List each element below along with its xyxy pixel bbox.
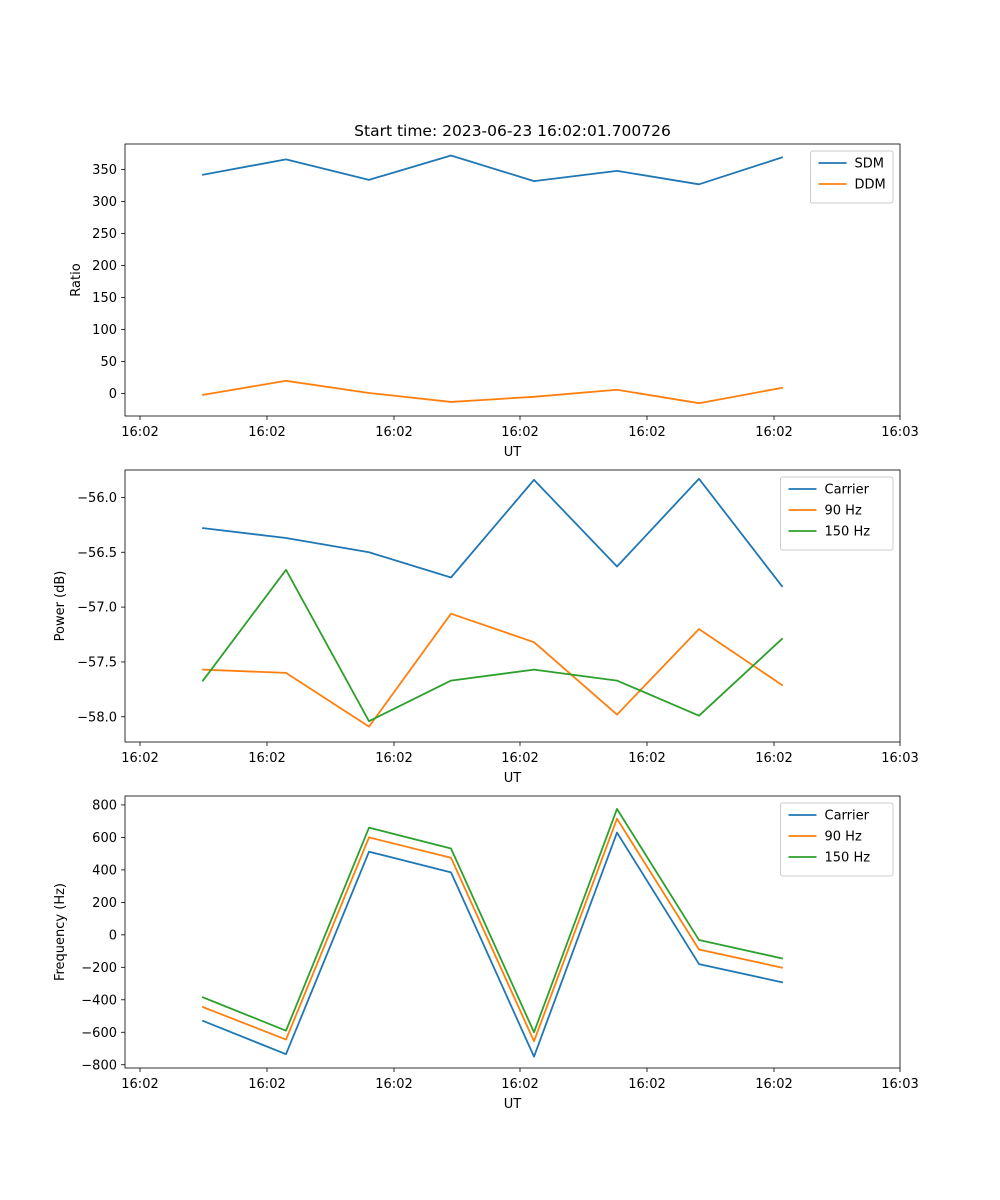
x-axis-label: UT xyxy=(504,445,522,460)
x-axis-label: UT xyxy=(504,771,522,786)
x-tick-label: 16:02 xyxy=(755,425,792,440)
x-axis-label: UT xyxy=(504,1097,522,1112)
x-tick-label: 16:02 xyxy=(121,425,158,440)
legend-label: 90 Hz xyxy=(825,830,862,845)
y-axis-label: Power (dB) xyxy=(53,571,68,642)
legend: SDM DDM xyxy=(810,150,894,204)
y-tick-label: −58.0 xyxy=(77,710,117,725)
subplot-1: 16:02 16:02 16:02 16:02 16:02 16:02 16:03 0 50 10… xyxy=(69,143,919,460)
legend: Carrier 90 Hz 150 Hz xyxy=(780,802,894,877)
x-tick-label: 16:02 xyxy=(375,1077,412,1092)
y-axis-label: Frequency (Hz) xyxy=(53,883,68,981)
legend-label: 90 Hz xyxy=(825,504,862,519)
subplot-3: 16:02 16:02 16:02 16:02 16:02 16:02 16:03 −800 −… xyxy=(53,795,919,1112)
x-tick-label: 16:02 xyxy=(375,425,412,440)
subplot-2: 16:02 16:02 16:02 16:02 16:02 16:02 16:03 −58.0… xyxy=(53,469,919,786)
y-tick-label: −57.5 xyxy=(77,655,117,670)
x-tick-label: 16:02 xyxy=(248,1077,285,1092)
y-tick-label: −800 xyxy=(81,1058,117,1073)
legend-label: Carrier xyxy=(825,809,870,824)
y-tick-label: −57.0 xyxy=(77,601,117,616)
series-line-150-hz xyxy=(201,568,784,723)
series-line-90-hz xyxy=(202,612,784,728)
x-tick-label: 16:02 xyxy=(755,751,792,766)
y-tick-label: 150 xyxy=(92,291,117,306)
series-line-150-hz xyxy=(201,808,784,1034)
figure-title: Start time: 2023-06-23 16:02:01.700726 xyxy=(354,122,671,140)
series-line-sdm xyxy=(201,154,784,186)
x-tick-label: 16:02 xyxy=(501,1077,538,1092)
x-tick-label: 16:02 xyxy=(755,1077,792,1092)
y-tick-label: 100 xyxy=(92,323,117,338)
y-tick-label: 0 xyxy=(109,928,117,943)
y-tick-label: −200 xyxy=(81,961,117,976)
y-axis-label: Ratio xyxy=(69,263,84,296)
x-tick-label: 16:02 xyxy=(628,751,665,766)
x-tick-label: 16:02 xyxy=(121,1077,158,1092)
y-tick-label: 250 xyxy=(92,227,117,242)
legend-label: 150 Hz xyxy=(825,851,871,866)
x-tick-label: 16:02 xyxy=(501,751,538,766)
y-tick-label: 600 xyxy=(92,831,117,846)
y-tick-label: 300 xyxy=(92,195,117,210)
x-tick-label: 16:02 xyxy=(248,751,285,766)
x-tick-label: 16:03 xyxy=(881,425,918,440)
series-line-carrier xyxy=(201,831,784,1058)
x-tick-label: 16:02 xyxy=(375,751,412,766)
y-tick-label: 350 xyxy=(92,163,117,178)
series-line-ddm xyxy=(201,379,784,405)
y-tick-label: −56.5 xyxy=(77,546,117,561)
series-line-90-hz xyxy=(201,817,784,1043)
legend: Carrier 90 Hz 150 Hz xyxy=(780,476,894,551)
y-tick-label: 0 xyxy=(109,387,117,402)
y-tick-label: 800 xyxy=(92,798,117,813)
y-tick-label: 200 xyxy=(92,259,117,274)
legend-label: DDM xyxy=(855,178,886,193)
series-line-carrier xyxy=(202,477,784,588)
y-tick-label: −600 xyxy=(81,1026,117,1041)
legend-label: SDM xyxy=(855,157,884,172)
axes-frame xyxy=(124,469,901,743)
axes-frame xyxy=(124,795,901,1069)
y-tick-label: 400 xyxy=(92,863,117,878)
legend-box xyxy=(810,150,894,204)
legend-label: Carrier xyxy=(825,483,870,498)
y-tick-label: 200 xyxy=(92,896,117,911)
x-tick-label: 16:02 xyxy=(501,425,538,440)
x-tick-label: 16:02 xyxy=(121,751,158,766)
x-tick-label: 16:02 xyxy=(628,1077,665,1092)
x-tick-label: 16:02 xyxy=(248,425,285,440)
x-tick-label: 16:02 xyxy=(628,425,665,440)
y-tick-label: 50 xyxy=(100,355,117,370)
legend-label: 150 Hz xyxy=(825,525,871,540)
axes-frame xyxy=(124,143,901,417)
x-tick-label: 16:03 xyxy=(881,1077,918,1092)
x-tick-label: 16:03 xyxy=(881,751,918,766)
y-tick-label: −400 xyxy=(81,993,117,1008)
y-tick-label: −56.0 xyxy=(77,491,117,506)
